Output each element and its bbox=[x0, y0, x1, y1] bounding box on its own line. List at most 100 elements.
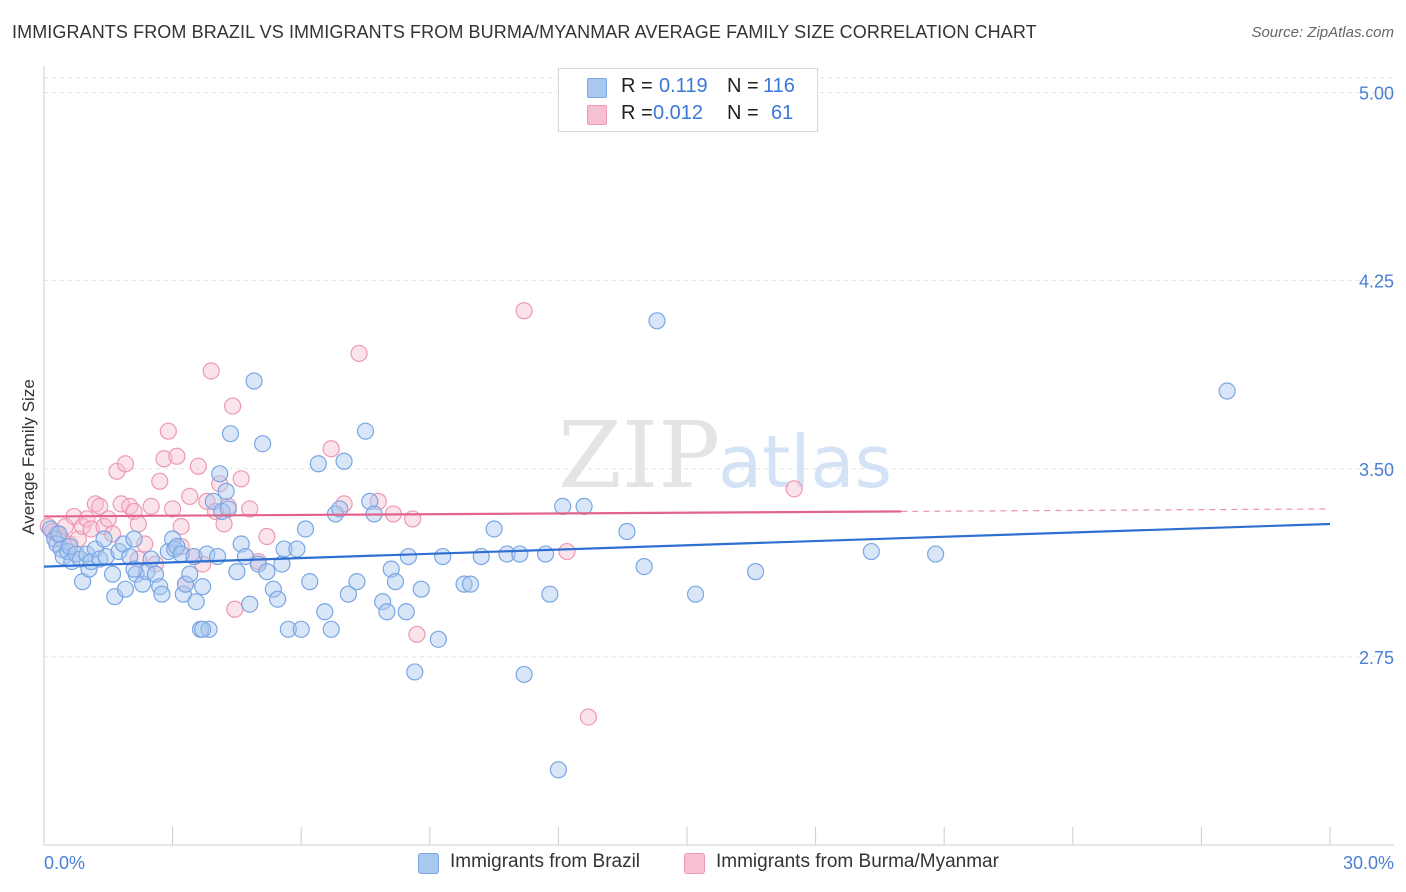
data-point-brazil bbox=[378, 603, 396, 621]
data-point-brazil bbox=[275, 540, 293, 558]
bottom-legend-swatch-burma bbox=[684, 853, 705, 874]
bottom-legend-label-burma: Immigrants from Burma/Myanmar bbox=[716, 851, 999, 872]
trend-line-burma bbox=[43, 510, 902, 518]
y-tick-labels: 2.75 3.50 4.25 5.00 bbox=[1359, 84, 1394, 668]
data-point-brazil bbox=[862, 542, 880, 561]
legend-r-value-burma: 0.012 bbox=[653, 102, 704, 124]
legend-n-value-burma: 61 bbox=[771, 102, 794, 124]
data-point-brazil bbox=[181, 565, 199, 583]
data-point-burma bbox=[258, 527, 276, 546]
data-point-brazil bbox=[187, 593, 205, 611]
legend-row-burma: R = 0.012 N = 61 bbox=[559, 102, 817, 128]
data-point-burma bbox=[558, 542, 576, 561]
data-point-brazil bbox=[153, 585, 171, 603]
data-point-burma bbox=[172, 517, 190, 536]
grid-lines bbox=[44, 77, 1394, 658]
legend-r-label: R = bbox=[621, 75, 653, 97]
data-point-brazil bbox=[309, 455, 327, 473]
data-point-brazil bbox=[125, 530, 143, 548]
data-point-burma bbox=[785, 480, 803, 498]
data-point-brazil bbox=[485, 520, 503, 538]
data-point-burma bbox=[116, 455, 135, 473]
data-point-brazil bbox=[541, 585, 559, 603]
data-point-brazil bbox=[511, 545, 529, 563]
data-point-brazil bbox=[41, 520, 60, 538]
data-point-brazil bbox=[292, 620, 310, 638]
data-point-burma bbox=[91, 497, 109, 516]
correlation-legend: R = 0.119 N = 116 R = 0.012 N = 61 bbox=[558, 68, 818, 132]
data-point-brazil bbox=[219, 500, 237, 518]
data-point-brazil bbox=[142, 550, 160, 568]
watermark: ZIP atlas bbox=[558, 402, 892, 509]
data-point-brazil bbox=[200, 620, 218, 638]
data-point-brazil bbox=[301, 573, 319, 591]
data-point-brazil bbox=[434, 547, 452, 566]
data-point-brazil bbox=[927, 545, 945, 563]
chart-title: IMMIGRANTS FROM BRAZIL VS IMMIGRANTS FRO… bbox=[12, 22, 1037, 42]
data-point-brazil bbox=[116, 580, 135, 598]
data-point-brazil bbox=[176, 575, 195, 593]
data-point-brazil bbox=[331, 500, 349, 518]
data-point-brazil bbox=[254, 435, 272, 453]
data-point-burma bbox=[350, 344, 368, 363]
data-point-burma bbox=[151, 472, 169, 490]
watermark-zip: ZIP bbox=[558, 402, 720, 509]
y-axis-label: Average Family Size bbox=[19, 379, 38, 535]
data-point-brazil bbox=[339, 585, 357, 603]
data-point-burma bbox=[241, 500, 259, 518]
y-tick-label: 5.00 bbox=[1359, 84, 1394, 104]
data-point-brazil bbox=[50, 525, 68, 543]
data-point-brazil bbox=[686, 585, 705, 603]
data-point-brazil bbox=[209, 547, 227, 566]
data-point-brazil bbox=[258, 563, 276, 581]
data-point-brazil bbox=[174, 585, 192, 603]
data-point-brazil bbox=[103, 565, 122, 583]
data-point-brazil bbox=[264, 580, 282, 598]
trend-lines bbox=[43, 508, 1331, 568]
data-point-burma bbox=[136, 535, 154, 553]
data-point-brazil bbox=[549, 761, 568, 779]
data-point-burma bbox=[202, 362, 220, 380]
bottom-legend-label-brazil: Immigrants from Brazil bbox=[450, 851, 641, 872]
data-point-brazil bbox=[288, 540, 306, 558]
data-point-brazil bbox=[335, 452, 353, 470]
legend-row-brazil: R = 0.119 N = 116 bbox=[559, 75, 817, 101]
data-point-brazil bbox=[455, 575, 473, 593]
data-point-brazil bbox=[746, 563, 765, 581]
data-point-burma bbox=[224, 397, 242, 415]
data-point-burma bbox=[232, 470, 250, 488]
data-point-brazil bbox=[554, 497, 572, 516]
data-point-burma bbox=[159, 422, 177, 440]
data-point-brazil bbox=[245, 372, 263, 390]
axes bbox=[43, 66, 1394, 846]
legend-r-value-brazil: 0.119 bbox=[659, 75, 708, 97]
data-point-brazil bbox=[397, 603, 415, 621]
data-point-brazil bbox=[217, 482, 235, 500]
data-point-brazil bbox=[635, 558, 653, 576]
data-point-burma bbox=[515, 302, 533, 320]
data-point-brazil bbox=[296, 520, 315, 538]
data-point-brazil bbox=[461, 575, 480, 593]
data-point-brazil bbox=[1218, 382, 1236, 400]
data-point-brazil bbox=[618, 522, 636, 541]
data-point-burma bbox=[129, 515, 147, 533]
data-points bbox=[39, 302, 1236, 779]
data-point-brazil bbox=[194, 620, 212, 638]
data-point-burma bbox=[142, 497, 160, 516]
legend-swatch-brazil bbox=[587, 78, 607, 98]
data-point-brazil bbox=[95, 530, 113, 548]
legend-n-label: N = bbox=[727, 75, 759, 97]
data-point-brazil bbox=[399, 547, 417, 566]
watermark-atlas: atlas bbox=[718, 420, 892, 504]
trend-line-burma-extension bbox=[901, 508, 1331, 513]
data-point-burma bbox=[99, 510, 117, 528]
legend-r-label: R = bbox=[621, 102, 653, 124]
data-point-burma bbox=[226, 600, 244, 618]
data-point-brazil bbox=[412, 580, 430, 598]
data-point-brazil bbox=[269, 590, 287, 608]
data-point-burma bbox=[181, 487, 199, 505]
data-point-burma bbox=[168, 447, 186, 465]
legend-n-label: N = bbox=[727, 102, 759, 124]
data-point-brazil bbox=[356, 422, 375, 440]
